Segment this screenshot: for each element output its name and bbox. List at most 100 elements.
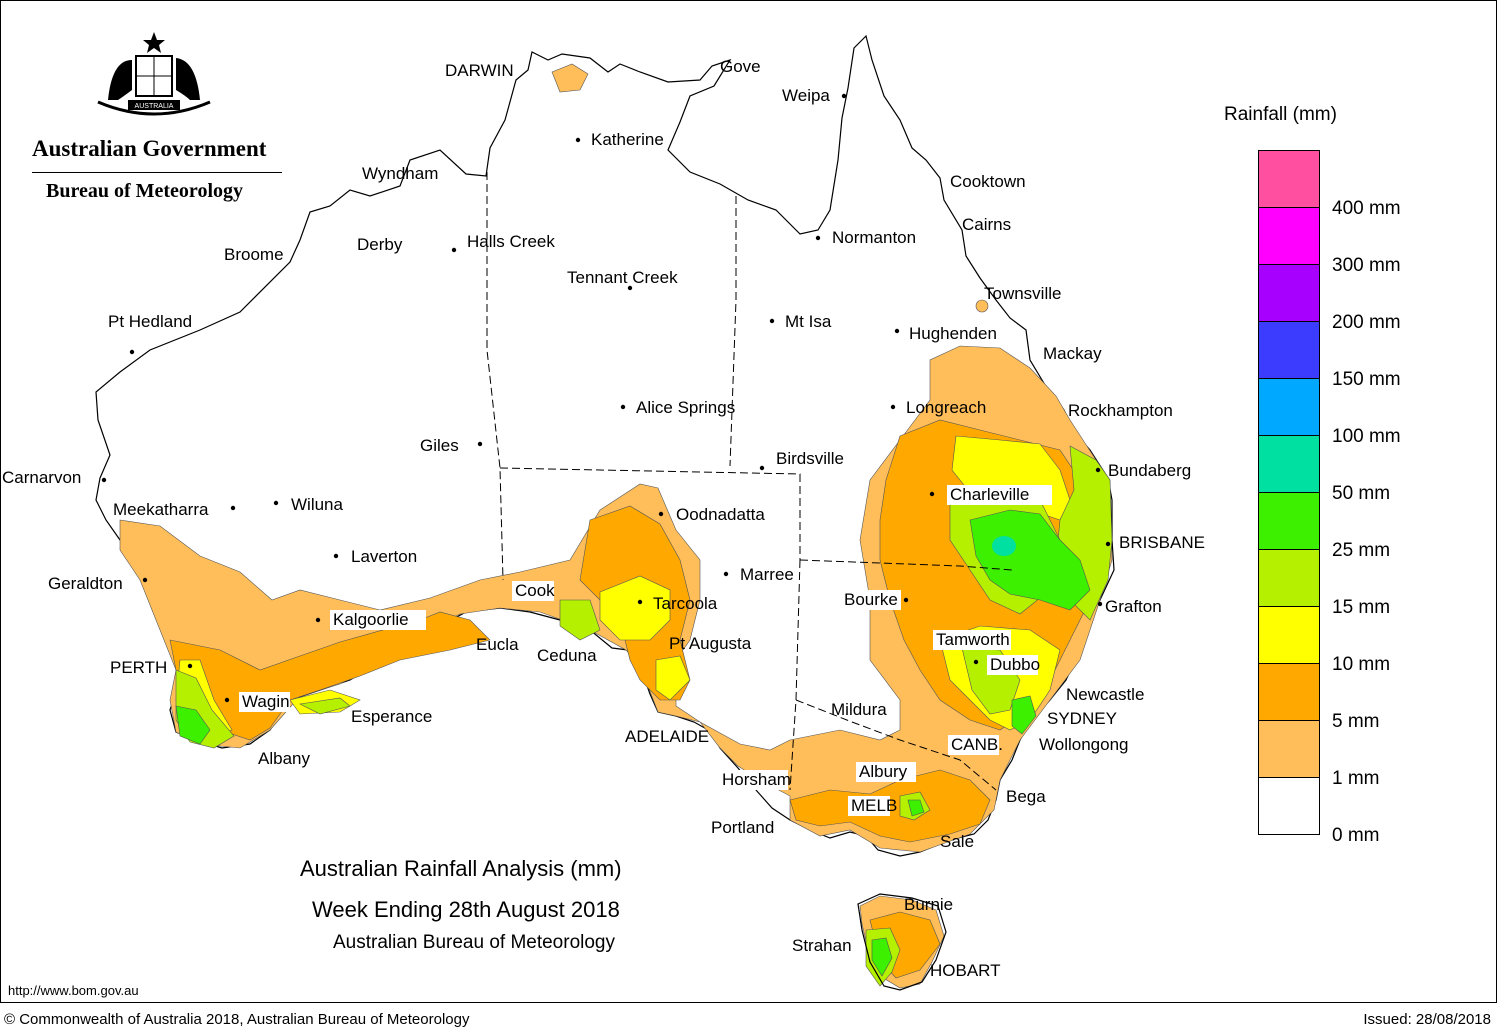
city-label-mackay: Mackay	[1043, 344, 1102, 363]
city-label-background	[848, 796, 890, 816]
city-label-longreach: Longreach	[906, 398, 986, 417]
city-label-adelaide: ADELAIDE	[625, 727, 709, 746]
legend-label: 0 mm	[1332, 825, 1380, 846]
city-label-background	[512, 581, 554, 601]
city-marker	[101, 477, 107, 483]
city-label-albury: Albury	[859, 762, 908, 781]
legend-swatch	[1259, 379, 1319, 436]
city-marker	[759, 465, 765, 471]
city-marker	[658, 511, 664, 517]
city-label-birdsville: Birdsville	[776, 449, 844, 468]
map-frame	[0, 0, 1497, 1003]
legend-swatch	[1259, 607, 1319, 664]
city-label-hughenden: Hughenden	[909, 324, 997, 343]
city-label-cooktown: Cooktown	[950, 172, 1026, 191]
legend-swatch	[1259, 664, 1319, 721]
city-label-background	[239, 692, 290, 712]
city-label-eucla: Eucla	[476, 635, 519, 654]
city-label-background	[719, 770, 788, 790]
city-label-sale: Sale	[940, 832, 974, 851]
city-label-canberra: CANB.	[951, 735, 1003, 754]
city-marker	[815, 235, 821, 241]
city-label-background	[856, 762, 916, 782]
legend-color-bar	[1258, 150, 1320, 835]
legend-label: 25 mm	[1332, 540, 1391, 561]
bureau-name: Bureau of Meteorology	[46, 180, 244, 202]
city-marker	[187, 663, 193, 669]
city-label-weipa: Weipa	[782, 86, 830, 105]
city-label-laverton: Laverton	[351, 547, 417, 566]
city-marker	[620, 404, 626, 410]
city-label-mildura: Mildura	[831, 700, 887, 719]
legend-swatch	[1259, 265, 1319, 322]
city-label-pt-hedland: Pt Hedland	[108, 312, 192, 331]
legend-label: 400 mm	[1332, 198, 1401, 219]
city-label-wiluna: Wiluna	[291, 495, 344, 514]
city-label-geraldton: Geraldton	[48, 574, 123, 593]
website-link[interactable]: http://www.bom.gov.au	[8, 983, 139, 998]
city-label-wagin: Wagin	[242, 692, 290, 711]
city-label-carnarvon: Carnarvon	[2, 468, 81, 487]
city-label-alice-springs: Alice Springs	[636, 398, 735, 417]
city-marker	[769, 318, 775, 324]
city-label-strahan: Strahan	[792, 936, 852, 955]
city-label-wyndham: Wyndham	[362, 164, 438, 183]
city-label-brisbane: BRISBANE	[1119, 533, 1205, 552]
city-label-burnie: Burnie	[904, 895, 953, 914]
city-label-kalgoorlie: Kalgoorlie	[333, 610, 409, 629]
city-label-hobart: HOBART	[930, 961, 1001, 980]
city-label-background	[987, 655, 1038, 675]
city-marker	[841, 93, 847, 99]
legend-label: 300 mm	[1332, 255, 1401, 276]
city-label-melbourne: MELB	[851, 796, 897, 815]
rainfall-25-50mm	[175, 509, 1091, 977]
legend-title: Rainfall (mm)	[1224, 104, 1337, 125]
city-label-grafton: Grafton	[1105, 597, 1162, 616]
city-marker	[627, 285, 633, 291]
city-label-tamworth: Tamworth	[936, 630, 1010, 649]
city-label-marree: Marree	[740, 565, 794, 584]
coat-of-arms-icon: AUSTRALIA	[97, 32, 211, 116]
city-label-oodnadatta: Oodnadatta	[676, 505, 765, 524]
city-marker	[1105, 541, 1111, 547]
city-label-mt-isa: Mt Isa	[785, 312, 832, 331]
city-label-horsham: Horsham	[722, 770, 791, 789]
city-label-cook: Cook	[515, 581, 555, 600]
city-label-sydney: SYDNEY	[1047, 709, 1117, 728]
city-marker	[315, 617, 321, 623]
city-marker	[575, 137, 581, 143]
city-label-albany: Albany	[258, 749, 310, 768]
city-label-esperance: Esperance	[351, 707, 432, 726]
city-label-dubbo: Dubbo	[990, 655, 1040, 674]
city-label-background	[841, 590, 901, 610]
city-label-background	[622, 727, 700, 747]
state-borders	[486, 172, 1013, 791]
city-label-background	[933, 630, 1011, 650]
city-label-newcastle: Newcastle	[1066, 685, 1144, 704]
issued-date: Issued: 28/08/2018	[1363, 1011, 1491, 1028]
city-marker	[973, 659, 979, 665]
city-label-meekatharra: Meekatharra	[113, 500, 209, 519]
legend-swatch	[1259, 493, 1319, 550]
legend-label: 200 mm	[1332, 312, 1401, 333]
city-label-bega: Bega	[1006, 787, 1046, 806]
legend-label: 10 mm	[1332, 654, 1391, 675]
legend-label: 15 mm	[1332, 597, 1391, 618]
rainfall-50-100mm	[992, 536, 1016, 556]
city-label-cairns: Cairns	[962, 215, 1011, 234]
city-label-townsville: Townsville	[984, 284, 1061, 303]
city-marker	[230, 505, 236, 511]
city-marker	[142, 577, 148, 583]
city-label-background	[947, 485, 1052, 505]
legend-label: 1 mm	[1332, 768, 1380, 789]
city-label-tennant-creek: Tennant Creek	[567, 268, 678, 287]
tasmania-outline	[857, 893, 947, 991]
city-label-background	[330, 610, 426, 630]
city-marker	[890, 404, 896, 410]
city-label-tarcoola: Tarcoola	[653, 594, 718, 613]
city-label-bourke: Bourke	[844, 590, 898, 609]
legend-label: 5 mm	[1332, 711, 1380, 732]
legend-label: 50 mm	[1332, 483, 1391, 504]
city-label-halls-creek: Halls Creek	[467, 232, 555, 251]
